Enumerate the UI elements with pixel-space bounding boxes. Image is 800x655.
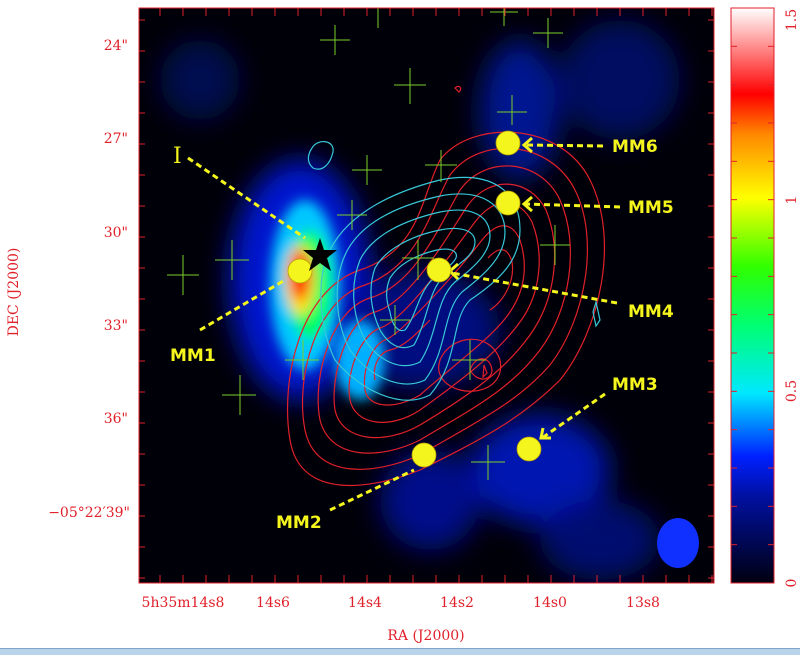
star-icon xyxy=(303,238,337,271)
x-tick-label: 14s2 xyxy=(440,595,474,611)
axis-ticks xyxy=(139,8,714,583)
mm1-marker xyxy=(287,258,313,284)
colorbar xyxy=(730,7,775,584)
label-mm1: MM1 xyxy=(170,346,216,366)
y-tick-label: 33" xyxy=(104,318,128,334)
colorbar-label-0-5: 0.5 xyxy=(784,380,800,402)
mm2-marker xyxy=(411,442,437,468)
y-tick-label: 24" xyxy=(104,38,128,54)
label-mm6: MM6 xyxy=(612,137,658,157)
mm3-marker xyxy=(516,436,542,462)
x-tick-label: 13s8 xyxy=(626,595,660,611)
red-contours xyxy=(287,85,606,487)
y-tick-label: −05°22′39" xyxy=(48,505,130,521)
x-axis-label: RA (J2000) xyxy=(387,628,464,644)
mm4-marker xyxy=(426,257,452,283)
colorbar-label-1: 1 xyxy=(784,196,800,205)
annotation-arrows xyxy=(187,143,621,512)
beam-ellipse xyxy=(657,518,699,568)
label-i: I xyxy=(173,144,182,169)
x-tick-label: 14s4 xyxy=(348,595,382,611)
y-axis-label: DEC (J2000) xyxy=(6,248,22,337)
x-tick-label: 14s0 xyxy=(533,595,567,611)
colorbar-label-0: 0 xyxy=(784,579,800,588)
plot-frame xyxy=(138,7,715,584)
window-bottom-border xyxy=(0,648,800,655)
mm5-marker xyxy=(495,190,521,216)
y-tick-label: 27" xyxy=(104,131,128,147)
label-mm5: MM5 xyxy=(628,198,674,218)
heatmap-image xyxy=(139,8,714,583)
colorbar-ticks xyxy=(731,45,774,546)
x-tick-label: 5h35m14s8 xyxy=(142,595,225,611)
mm6-marker xyxy=(495,130,521,156)
source-markers xyxy=(287,130,542,468)
colorbar-label-1-5: 1.5 xyxy=(784,9,800,31)
label-mm3: MM3 xyxy=(612,375,658,395)
label-mm2: MM2 xyxy=(276,513,322,533)
y-tick-label: 30" xyxy=(104,225,128,241)
x-tick-label: 14s6 xyxy=(256,595,290,611)
green-crosses xyxy=(167,8,570,480)
label-mm4: MM4 xyxy=(628,302,674,322)
y-tick-label: 36" xyxy=(104,411,128,427)
